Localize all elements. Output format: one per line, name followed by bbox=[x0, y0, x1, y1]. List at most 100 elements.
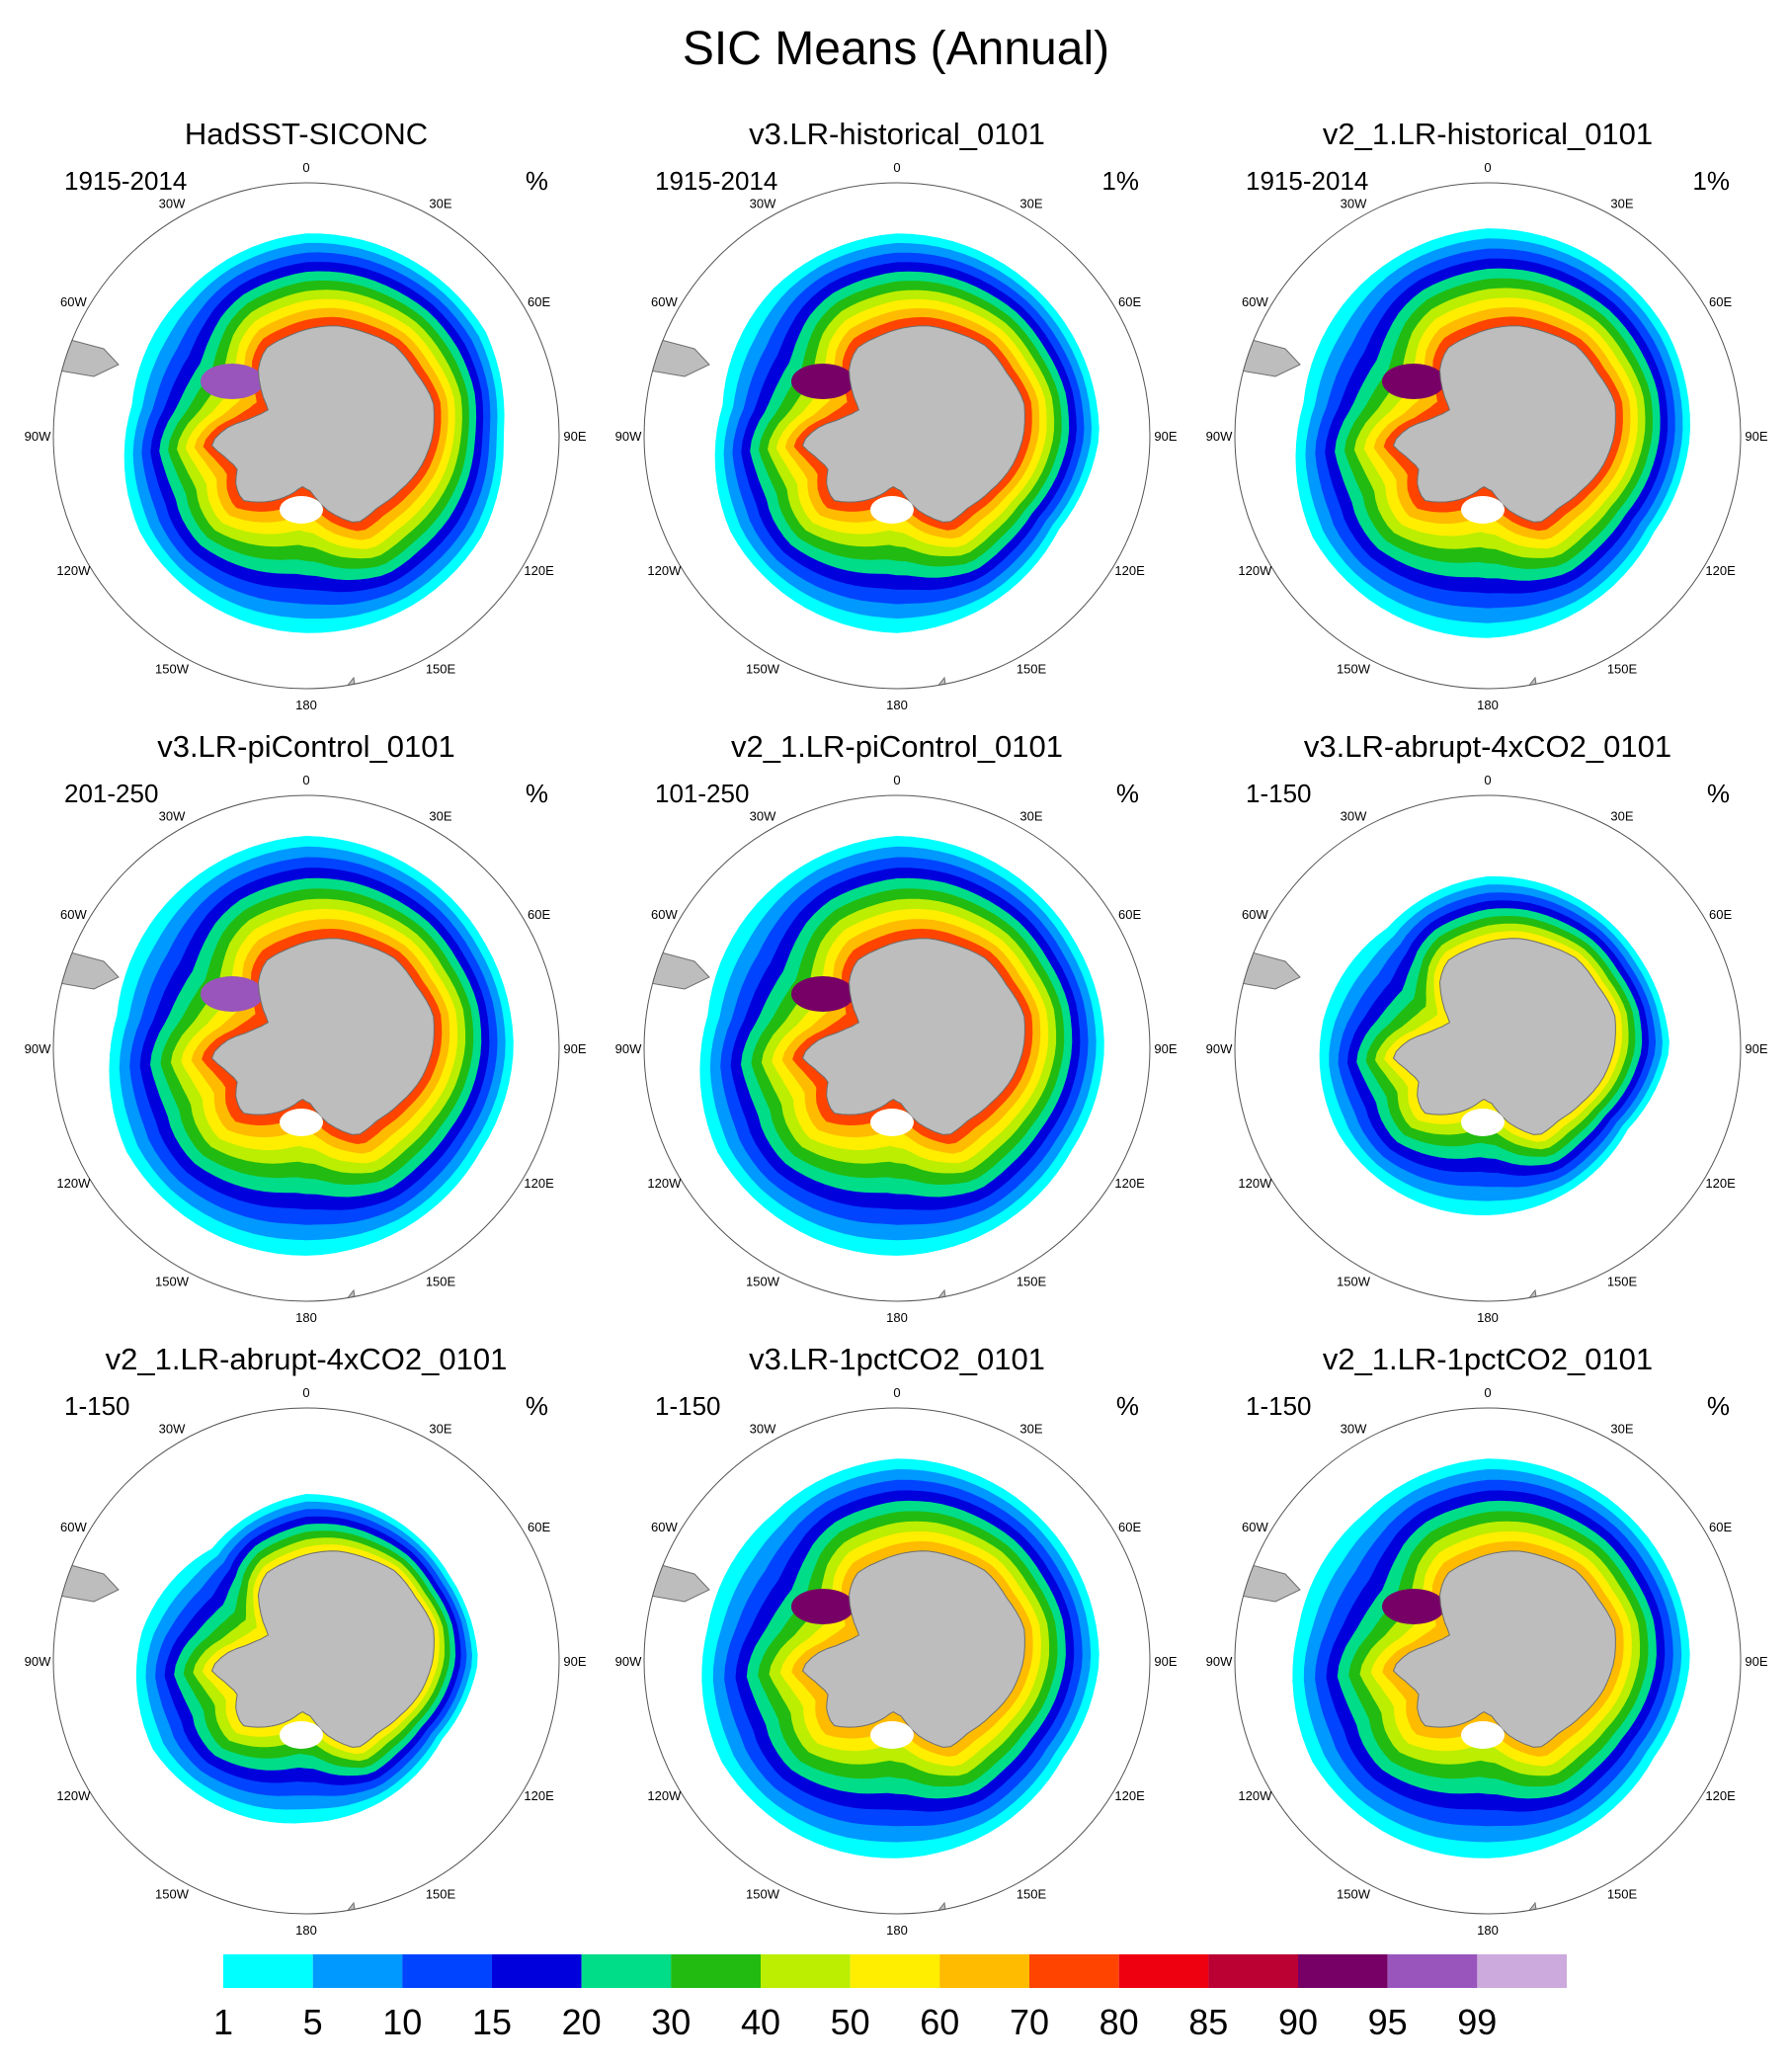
longitude-label: 150W bbox=[155, 1275, 190, 1289]
panel-title: v3.LR-piControl_0101 bbox=[157, 729, 455, 764]
figure-title: SIC Means (Annual) bbox=[682, 23, 1110, 75]
longitude-label: 150E bbox=[426, 1887, 456, 1902]
map-boundary bbox=[52, 1407, 560, 1915]
colorbar-swatch bbox=[761, 1954, 851, 1988]
longitude-label: 120E bbox=[1705, 1788, 1736, 1803]
longitude-label: 0 bbox=[893, 160, 900, 175]
longitude-label: 30E bbox=[1610, 808, 1633, 823]
polar-map: 0 30E 60E 90E 120E 150E 180 150W 120W 90W 60W 30W bbox=[25, 773, 587, 1325]
ross-ice-shelf bbox=[1461, 1721, 1505, 1749]
south-america-landmass bbox=[649, 949, 710, 990]
weddell-sea-patch bbox=[201, 976, 264, 1012]
longitude-label: 180 bbox=[886, 1310, 908, 1325]
longitude-label: 30W bbox=[1341, 1421, 1367, 1436]
colorbar-swatch bbox=[223, 1954, 313, 1988]
longitude-label: 150E bbox=[1607, 1887, 1638, 1902]
colorbar-label: 15 bbox=[471, 2002, 513, 2042]
unit-label: 1% bbox=[1692, 166, 1730, 196]
polar-map: 0 30E 60E 90E 120E 150E 180 150W 120W 90W 60W 30W bbox=[1206, 160, 1768, 712]
longitude-label: 150W bbox=[746, 1887, 780, 1902]
unit-label: % bbox=[1706, 1391, 1730, 1421]
south-america-landmass bbox=[649, 1561, 710, 1603]
longitude-label: 120E bbox=[524, 563, 554, 578]
weddell-sea-patch bbox=[1382, 364, 1445, 399]
panel-title: v2_1.LR-piControl_0101 bbox=[730, 729, 1064, 764]
antarctica-landmass bbox=[1392, 1550, 1616, 1748]
map-panel: 0 30E 60E 90E 120E 150E 180 150W 120W 90W 60W 30W v2… bbox=[601, 729, 1193, 1342]
map-boundary bbox=[643, 1407, 1151, 1915]
longitude-label: 120E bbox=[524, 1788, 554, 1803]
longitude-label: 60E bbox=[1709, 294, 1732, 309]
longitude-label: 120E bbox=[1114, 1788, 1145, 1803]
longitude-label: 150W bbox=[1337, 662, 1371, 677]
colorbar-swatch bbox=[1208, 1954, 1298, 1988]
longitude-label: 60E bbox=[1118, 907, 1141, 922]
longitude-label: 180 bbox=[1477, 698, 1499, 712]
longitude-label: 120E bbox=[524, 1176, 554, 1191]
longitude-label: 30W bbox=[159, 808, 186, 823]
longitude-label: 0 bbox=[302, 160, 309, 175]
panel-title: v3.LR-1pctCO2_0101 bbox=[749, 1342, 1045, 1376]
unit-label: % bbox=[1706, 779, 1730, 808]
longitude-label: 60W bbox=[651, 907, 678, 922]
period-label: 1915-2014 bbox=[64, 166, 188, 196]
colorbar-label: 5 bbox=[302, 2002, 323, 2042]
colorbar-label: 40 bbox=[740, 2002, 781, 2042]
map-boundary bbox=[1234, 794, 1742, 1302]
longitude-label: 30W bbox=[750, 1421, 776, 1436]
longitude-label: 120E bbox=[1705, 563, 1736, 578]
weddell-sea-patch bbox=[1382, 1589, 1445, 1624]
colorbar-swatch bbox=[850, 1954, 940, 1988]
longitude-label: 180 bbox=[295, 698, 317, 712]
polar-map: 0 30E 60E 90E 120E 150E 180 150W 120W 90W 60W 30W bbox=[25, 160, 587, 712]
map-panel: 0 30E 60E 90E 120E 150E 180 150W 120W 90W 60W 30W v3… bbox=[1191, 729, 1784, 1342]
longitude-label: 30W bbox=[1341, 808, 1367, 823]
ross-ice-shelf bbox=[870, 496, 914, 524]
polar-map: 0 30E 60E 90E 120E 150E 180 150W 120W 90W 60W 30W bbox=[25, 1385, 587, 1938]
longitude-label: 120E bbox=[1705, 1176, 1736, 1191]
longitude-label: 120W bbox=[647, 1788, 682, 1803]
unit-label: % bbox=[525, 1391, 548, 1421]
colorbar-label: 50 bbox=[830, 2002, 870, 2042]
map-panel: 0 30E 60E 90E 120E 150E 180 150W 120W 90W 60W 30W v3… bbox=[601, 117, 1193, 729]
longitude-label: 120W bbox=[56, 1176, 91, 1191]
longitude-label: 90E bbox=[1745, 1041, 1767, 1056]
panel-title: v2_1.LR-1pctCO2_0101 bbox=[1322, 1342, 1654, 1376]
period-label: 1-150 bbox=[64, 1391, 130, 1421]
longitude-label: 180 bbox=[295, 1923, 317, 1938]
longitude-label: 90W bbox=[1206, 429, 1233, 444]
longitude-label: 0 bbox=[1484, 160, 1491, 175]
antarctica-landmass bbox=[1392, 325, 1616, 523]
map-panel: 0 30E 60E 90E 120E 150E 180 150W 120W 90W 60W 30W v2… bbox=[10, 1342, 603, 1954]
panel-title: v3.LR-abrupt-4xCO2_0101 bbox=[1303, 729, 1672, 764]
south-america-landmass bbox=[58, 336, 120, 377]
longitude-label: 180 bbox=[295, 1310, 317, 1325]
longitude-label: 150E bbox=[426, 1275, 456, 1289]
colorbar-label: 99 bbox=[1457, 2002, 1498, 2042]
map-panel: 0 30E 60E 90E 120E 150E 180 150W 120W 90W 60W 30W v3… bbox=[601, 1342, 1193, 1954]
polar-map: 0 30E 60E 90E 120E 150E 180 150W 120W 90W 60W 30W bbox=[1206, 773, 1768, 1325]
colorbar bbox=[223, 1954, 1567, 1988]
colorbar-label: 70 bbox=[1009, 2002, 1050, 2042]
longitude-label: 30E bbox=[429, 196, 451, 210]
longitude-label: 30W bbox=[750, 808, 776, 823]
longitude-label: 60E bbox=[528, 1520, 550, 1534]
south-america-landmass bbox=[58, 1561, 120, 1603]
period-label: 1-150 bbox=[1246, 779, 1312, 808]
longitude-label: 30W bbox=[1341, 196, 1367, 210]
longitude-label: 120W bbox=[1238, 1788, 1272, 1803]
south-america-landmass bbox=[1240, 336, 1301, 377]
longitude-label: 120E bbox=[1114, 1176, 1145, 1191]
longitude-label: 150W bbox=[155, 1887, 190, 1902]
longitude-label: 120E bbox=[1114, 563, 1145, 578]
longitude-label: 60W bbox=[651, 1520, 678, 1534]
period-label: 1915-2014 bbox=[1246, 166, 1369, 196]
longitude-label: 120W bbox=[56, 1788, 91, 1803]
longitude-label: 60W bbox=[651, 294, 678, 309]
longitude-label: 90E bbox=[1745, 1654, 1767, 1669]
antarctica-landmass bbox=[801, 938, 1025, 1135]
longitude-label: 60W bbox=[1242, 1520, 1268, 1534]
longitude-label: 60W bbox=[60, 294, 87, 309]
longitude-label: 150W bbox=[1337, 1887, 1371, 1902]
ross-ice-shelf bbox=[280, 496, 323, 524]
